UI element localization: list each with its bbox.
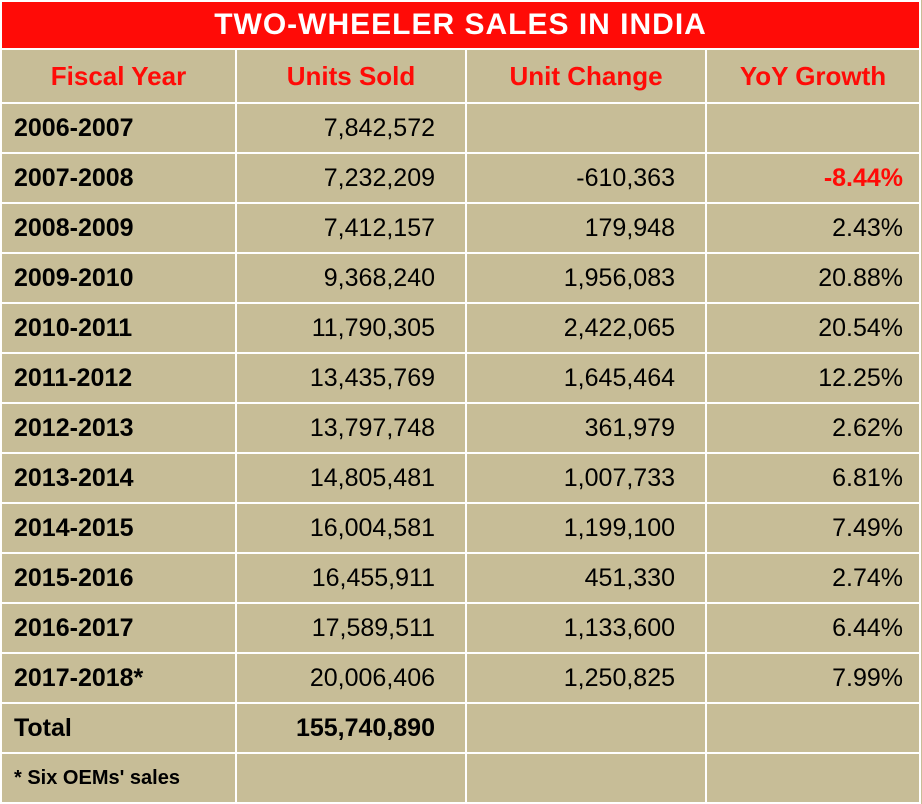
- cell-units-sold: 13,435,769: [236, 353, 466, 403]
- cell-empty: [466, 703, 706, 753]
- cell-fiscal-year: 2015-2016: [1, 553, 236, 603]
- table-row: 2006-20077,842,572: [1, 103, 920, 153]
- cell-yoy-growth: 7.49%: [706, 503, 920, 553]
- table-row-footnote: * Six OEMs' sales: [1, 753, 920, 803]
- cell-fiscal-year: 2012-2013: [1, 403, 236, 453]
- table-row: 2011-201213,435,7691,645,46412.25%: [1, 353, 920, 403]
- cell-yoy-growth: 6.44%: [706, 603, 920, 653]
- cell-unit-change: 1,250,825: [466, 653, 706, 703]
- table-row: 2014-201516,004,5811,199,1007.49%: [1, 503, 920, 553]
- cell-yoy-growth: 2.43%: [706, 203, 920, 253]
- col-header-unit-change: Unit Change: [466, 49, 706, 103]
- cell-fiscal-year: 2009-2010: [1, 253, 236, 303]
- cell-fiscal-year: 2008-2009: [1, 203, 236, 253]
- table-title: TWO-WHEELER SALES IN INDIA: [1, 1, 920, 49]
- cell-units-sold: 13,797,748: [236, 403, 466, 453]
- cell-fiscal-year: 2017-2018*: [1, 653, 236, 703]
- cell-yoy-growth: [706, 103, 920, 153]
- cell-units-sold: 16,455,911: [236, 553, 466, 603]
- table-row: 2012-201313,797,748361,9792.62%: [1, 403, 920, 453]
- cell-unit-change: 1,645,464: [466, 353, 706, 403]
- cell-yoy-growth: 20.88%: [706, 253, 920, 303]
- cell-units-sold: 17,589,511: [236, 603, 466, 653]
- table-row: 2017-2018*20,006,4061,250,8257.99%: [1, 653, 920, 703]
- cell-fiscal-year: 2014-2015: [1, 503, 236, 553]
- col-header-units-sold: Units Sold: [236, 49, 466, 103]
- cell-fiscal-year: 2016-2017: [1, 603, 236, 653]
- cell-yoy-growth: 2.74%: [706, 553, 920, 603]
- cell-unit-change: 2,422,065: [466, 303, 706, 353]
- cell-yoy-growth: -8.44%: [706, 153, 920, 203]
- cell-units-sold: 9,368,240: [236, 253, 466, 303]
- table-row: 2016-201717,589,5111,133,6006.44%: [1, 603, 920, 653]
- cell-unit-change: -610,363: [466, 153, 706, 203]
- cell-units-sold: 16,004,581: [236, 503, 466, 553]
- cell-units-sold: 11,790,305: [236, 303, 466, 353]
- table-row: 2009-20109,368,2401,956,08320.88%: [1, 253, 920, 303]
- cell-fiscal-year: 2007-2008: [1, 153, 236, 203]
- cell-fiscal-year: 2010-2011: [1, 303, 236, 353]
- two-wheeler-sales-table: TWO-WHEELER SALES IN INDIA Fiscal Year U…: [0, 0, 921, 804]
- cell-yoy-growth: 20.54%: [706, 303, 920, 353]
- table-body: 2006-20077,842,5722007-20087,232,209-610…: [1, 103, 920, 803]
- cell-unit-change: 451,330: [466, 553, 706, 603]
- cell-unit-change: 1,133,600: [466, 603, 706, 653]
- table-row: 2008-20097,412,157179,9482.43%: [1, 203, 920, 253]
- cell-empty: [706, 703, 920, 753]
- cell-yoy-growth: 2.62%: [706, 403, 920, 453]
- cell-yoy-growth: 7.99%: [706, 653, 920, 703]
- table-row: 2010-201111,790,3052,422,06520.54%: [1, 303, 920, 353]
- cell-unit-change: 361,979: [466, 403, 706, 453]
- cell-unit-change: 1,956,083: [466, 253, 706, 303]
- cell-fiscal-year: 2011-2012: [1, 353, 236, 403]
- cell-empty: [236, 753, 466, 803]
- cell-empty: [706, 753, 920, 803]
- table-row: 2013-201414,805,4811,007,7336.81%: [1, 453, 920, 503]
- cell-yoy-growth: 6.81%: [706, 453, 920, 503]
- cell-fiscal-year: 2006-2007: [1, 103, 236, 153]
- cell-total-units: 155,740,890: [236, 703, 466, 753]
- table-row-total: Total155,740,890: [1, 703, 920, 753]
- table-row: 2007-20087,232,209-610,363-8.44%: [1, 153, 920, 203]
- cell-yoy-growth: 12.25%: [706, 353, 920, 403]
- cell-unit-change: 1,007,733: [466, 453, 706, 503]
- cell-total-label: Total: [1, 703, 236, 753]
- col-header-fiscal-year: Fiscal Year: [1, 49, 236, 103]
- cell-units-sold: 7,232,209: [236, 153, 466, 203]
- cell-fiscal-year: 2013-2014: [1, 453, 236, 503]
- cell-empty: [466, 753, 706, 803]
- cell-unit-change: 1,199,100: [466, 503, 706, 553]
- cell-units-sold: 14,805,481: [236, 453, 466, 503]
- cell-units-sold: 7,842,572: [236, 103, 466, 153]
- cell-units-sold: 7,412,157: [236, 203, 466, 253]
- col-header-yoy-growth: YoY Growth: [706, 49, 920, 103]
- cell-unit-change: 179,948: [466, 203, 706, 253]
- cell-footnote: * Six OEMs' sales: [1, 753, 236, 803]
- cell-units-sold: 20,006,406: [236, 653, 466, 703]
- cell-unit-change: [466, 103, 706, 153]
- table-row: 2015-201616,455,911451,3302.74%: [1, 553, 920, 603]
